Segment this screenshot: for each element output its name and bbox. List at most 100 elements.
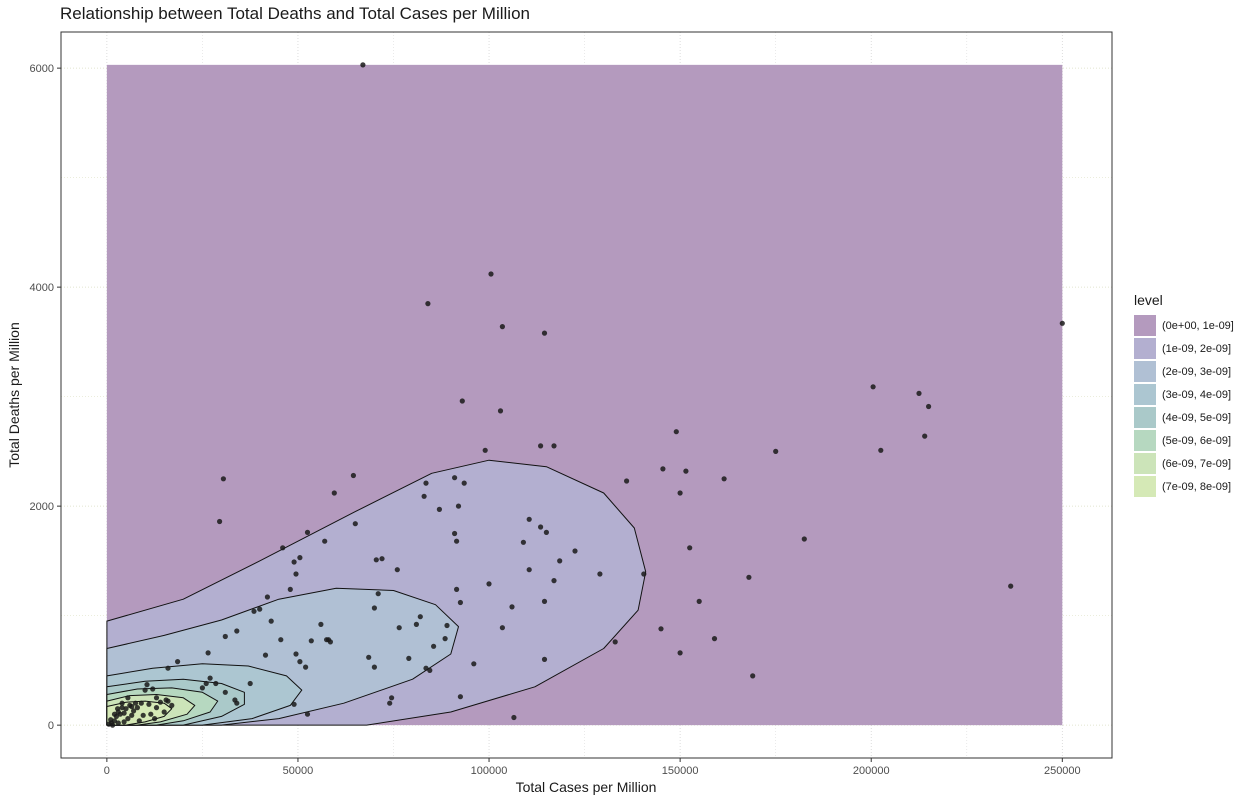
- scatter-point: [413, 621, 419, 628]
- legend-title: level: [1134, 292, 1163, 308]
- scatter-point: [264, 594, 270, 600]
- scatter-point: [455, 503, 462, 509]
- scatter-point: [471, 661, 477, 667]
- scatter-point: [140, 712, 146, 718]
- scatter-point: [459, 398, 465, 404]
- scatter-point: [373, 557, 379, 563]
- scatter-point: [108, 720, 114, 726]
- scatter-point: [673, 429, 679, 435]
- x-tick-label: 250000: [1044, 765, 1081, 777]
- x-tick-label: 100000: [471, 765, 508, 777]
- scatter-point: [538, 443, 544, 449]
- scatter-point: [371, 605, 377, 611]
- scatter-point: [375, 591, 381, 597]
- scatter-point: [660, 466, 666, 472]
- scatter-point: [293, 651, 299, 657]
- scatter-point: [129, 703, 135, 710]
- scatter-point: [318, 621, 324, 628]
- scatter-point: [142, 687, 148, 693]
- scatter-point: [366, 654, 372, 660]
- scatter-point: [371, 664, 377, 670]
- scatter-point: [360, 62, 366, 68]
- scatter-point: [138, 700, 144, 706]
- y-tick-label: 4000: [30, 282, 54, 294]
- scatter-point: [396, 625, 402, 631]
- legend-label: (6e-09, 7e-09]: [1162, 457, 1232, 470]
- scatter-point: [417, 614, 423, 620]
- y-tick-label: 6000: [30, 63, 54, 75]
- scatter-point: [129, 712, 135, 718]
- scatter-point: [350, 472, 356, 479]
- data-points: [106, 62, 1065, 728]
- legend-label: (4e-09, 5e-09]: [1162, 411, 1232, 424]
- scatter-point: [165, 665, 171, 671]
- scatter-point: [541, 330, 548, 336]
- scatter-point: [677, 490, 683, 496]
- scatter-point: [870, 384, 876, 390]
- scatter-point: [207, 675, 213, 681]
- legend-item: (5e-09, 6e-09]: [1134, 429, 1234, 452]
- scatter-point: [406, 655, 412, 662]
- scatter-point: [916, 390, 922, 396]
- scatter-point: [509, 604, 515, 610]
- scatter-point: [721, 476, 727, 482]
- scatter-point: [146, 701, 152, 707]
- scatter-point: [331, 490, 337, 496]
- legend-label: (3e-09, 4e-09]: [1162, 388, 1232, 401]
- legend-items: (0e+00, 1e-09] (1e-09, 2e-09] (2e-09, 3e-0…: [1134, 314, 1234, 498]
- scatter-point: [541, 656, 548, 663]
- y-tick-label: 0: [48, 720, 54, 732]
- scatter-point: [612, 639, 618, 645]
- legend-swatch: [1134, 384, 1156, 405]
- scatter-point: [222, 689, 228, 695]
- scatter-point: [115, 706, 121, 712]
- scatter-point: [304, 529, 311, 536]
- scatter-point: [148, 711, 154, 717]
- legend-item: (1e-09, 2e-09]: [1134, 337, 1234, 360]
- scatter-point: [696, 598, 702, 605]
- scatter-point: [169, 702, 175, 709]
- scatter-point: [115, 720, 121, 726]
- scatter-point: [280, 545, 286, 551]
- scatter-point: [597, 571, 603, 577]
- scatter-point: [486, 581, 492, 587]
- scatter-point: [152, 716, 158, 722]
- scatter-point: [119, 705, 125, 711]
- scatter-point: [421, 493, 427, 499]
- scatter-point: [379, 556, 385, 562]
- scatter-point: [165, 698, 171, 704]
- scatter-point: [153, 705, 160, 711]
- legend-label: (7e-09, 8e-09]: [1162, 480, 1232, 493]
- y-axis-title: Total Deaths per Million: [6, 322, 22, 468]
- legend-label: (5e-09, 6e-09]: [1162, 434, 1232, 447]
- scatter-point: [427, 667, 433, 674]
- legend-swatch: [1134, 430, 1156, 451]
- scatter-point: [499, 625, 505, 631]
- scatter-point: [425, 301, 431, 307]
- axes: 0 50000 100000 150000 200000 250000 0 2000 4000 6…: [30, 63, 1081, 777]
- scatter-point: [557, 558, 563, 564]
- scatter-point: [1008, 583, 1014, 589]
- scatter-point: [442, 636, 448, 642]
- scatter-point: [444, 622, 450, 629]
- scatter-point: [511, 714, 517, 721]
- scatter-point: [144, 682, 150, 688]
- scatter-point: [750, 673, 756, 679]
- scatter-point: [125, 695, 131, 701]
- legend-item: (2e-09, 3e-09]: [1134, 360, 1234, 383]
- scatter-point: [222, 633, 228, 640]
- scatter-point: [322, 538, 328, 544]
- legend-swatch: [1134, 361, 1156, 382]
- x-tick-label: 200000: [853, 765, 890, 777]
- scatter-point: [538, 524, 544, 530]
- scatter-point: [327, 639, 333, 645]
- scatter-point: [520, 539, 527, 545]
- legend-label: (1e-09, 2e-09]: [1162, 342, 1232, 355]
- scatter-point: [213, 680, 219, 687]
- scatter-point: [454, 538, 460, 544]
- scatter-point: [457, 599, 463, 606]
- scatter-point: [394, 567, 400, 573]
- scatter-point: [746, 574, 752, 580]
- legend-swatch: [1134, 407, 1156, 428]
- scatter-point: [161, 709, 167, 715]
